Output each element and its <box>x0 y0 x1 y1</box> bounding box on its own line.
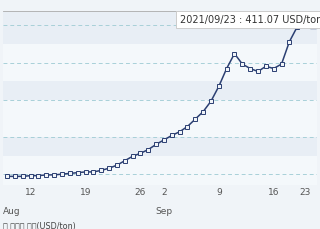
Bar <box>3 156 317 185</box>
Text: Aug: Aug <box>3 206 21 215</box>
Bar <box>3 100 317 137</box>
Bar <box>3 45 317 82</box>
Text: Sep: Sep <box>155 206 172 215</box>
Text: 용 원로탄 가격(USD/ton): 용 원로탄 가격(USD/ton) <box>3 221 76 229</box>
Text: 2021/09/23 : 411.07 USD/ton: 2021/09/23 : 411.07 USD/ton <box>180 15 320 25</box>
